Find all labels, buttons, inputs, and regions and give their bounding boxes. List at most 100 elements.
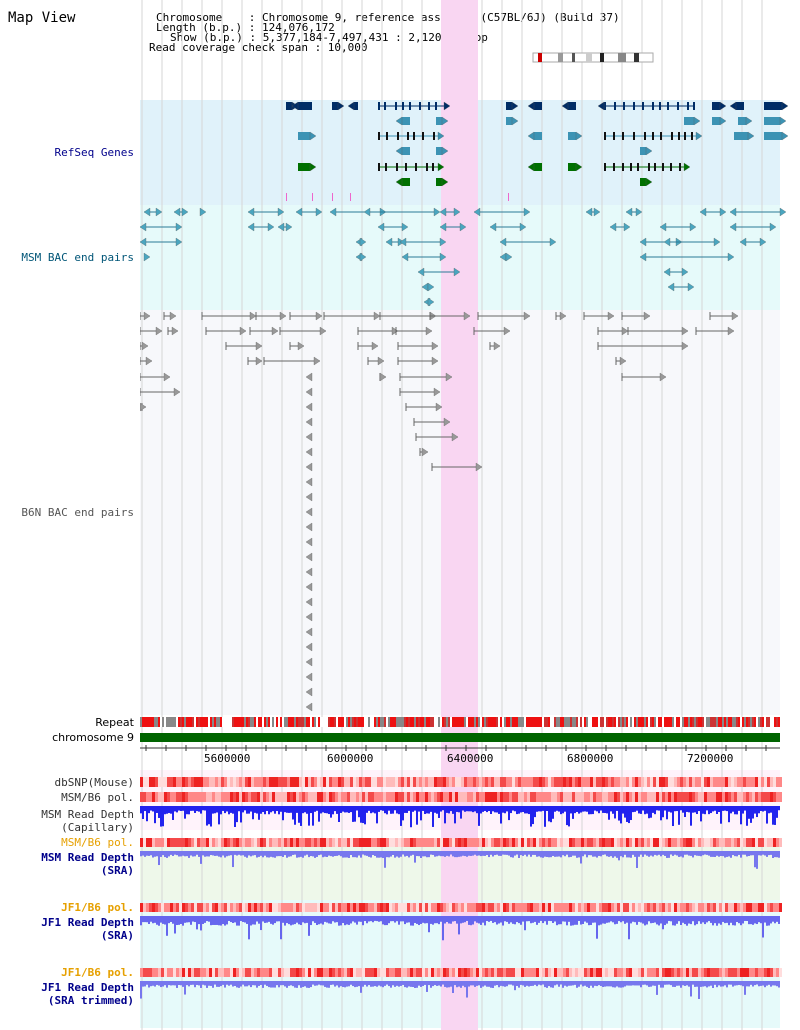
snp-heat-cell <box>242 903 245 912</box>
read-depth-bar <box>226 916 228 925</box>
snp-heat-cell <box>485 838 488 847</box>
snp-heat-cell <box>395 838 398 847</box>
read-depth-bar <box>322 981 324 986</box>
snp-heat-cell <box>677 903 680 912</box>
snp-heat-cell <box>542 838 545 847</box>
snp-heat-cell <box>266 792 269 802</box>
snp-heat-cell <box>413 838 416 847</box>
genome-map[interactable] <box>140 0 800 1030</box>
snp-heat-cell <box>329 838 332 847</box>
gene-strand-arrow <box>719 116 727 126</box>
track-label-jf1-pol: JF1/B6 pol. <box>61 901 134 914</box>
read-depth-bar <box>692 806 694 813</box>
read-depth-bar <box>376 851 378 858</box>
read-depth-bar <box>190 916 192 925</box>
snp-heat-cell <box>206 968 209 977</box>
snp-heat-cell <box>509 903 512 912</box>
snp-heat-cell <box>548 838 551 847</box>
read-depth-bar <box>476 851 478 856</box>
read-depth-bar <box>778 916 780 924</box>
snp-heat-cell <box>548 968 551 977</box>
snp-heat-cell <box>656 777 659 787</box>
snp-heat-cell <box>146 968 149 977</box>
snp-heat-cell <box>581 777 584 787</box>
repeat-element <box>172 717 174 727</box>
snp-heat-cell <box>533 792 536 802</box>
read-depth-bar <box>736 851 738 857</box>
repeat-element <box>352 717 354 727</box>
read-depth-bar <box>658 806 660 811</box>
snp-heat-cell <box>341 777 344 787</box>
bac-end <box>329 207 337 217</box>
read-depth-bar <box>490 851 492 855</box>
snp-heat-cell <box>260 792 263 802</box>
read-depth-bar <box>184 851 186 857</box>
read-depth-bar <box>718 916 720 924</box>
snp-heat-cell <box>614 903 617 912</box>
read-depth-bar <box>268 981 270 988</box>
read-depth-bar <box>448 916 450 924</box>
snp-heat-cell <box>191 792 194 802</box>
track-label-msm-bac[interactable]: MSM BAC end pairs <box>21 251 134 264</box>
bac-end <box>769 222 777 232</box>
track-label-chromosome: chromosome 9 <box>52 731 134 744</box>
repeat-element <box>370 717 372 727</box>
read-depth-bar <box>710 851 712 857</box>
read-depth-bar <box>268 851 270 858</box>
snp-heat-cell <box>236 968 239 977</box>
read-depth-bar <box>650 851 652 856</box>
read-depth-bar <box>752 916 754 925</box>
snp-heat-cell <box>377 968 380 977</box>
snp-heat-cell <box>377 903 380 912</box>
snp-heat-cell <box>584 777 587 787</box>
read-depth-bar <box>386 851 388 858</box>
read-depth-bar <box>490 916 492 921</box>
read-depth-bar <box>212 806 214 814</box>
read-depth-bar <box>294 806 296 825</box>
snp-heat-cell <box>470 777 473 787</box>
snp-heat-cell <box>563 792 566 802</box>
repeat-element <box>488 717 490 727</box>
snp-heat-cell <box>524 792 527 802</box>
snp-heat-cell <box>566 968 569 977</box>
read-depth-bar <box>516 851 518 855</box>
read-depth-bar <box>248 981 250 986</box>
track-label-refseq[interactable]: RefSeq Genes <box>54 146 134 159</box>
snp-heat-cell <box>554 777 557 787</box>
read-depth-bar <box>254 916 256 925</box>
read-depth-bar <box>446 806 448 813</box>
snp-heat-cell <box>764 792 767 802</box>
track-label-b6n-bac[interactable]: B6N BAC end pairs <box>21 506 134 519</box>
snp-heat-cell <box>149 968 152 977</box>
snp-heat-cell <box>284 968 287 977</box>
read-depth-bar <box>740 851 742 858</box>
read-depth-bar <box>600 916 602 925</box>
read-depth-bar <box>156 916 158 925</box>
read-depth-bar <box>448 851 450 857</box>
snp-heat-cell <box>323 838 326 847</box>
read-depth-bar <box>776 916 778 922</box>
read-depth-bar <box>428 916 430 933</box>
snp-heat-cell <box>185 792 188 802</box>
gene-block <box>640 178 646 186</box>
snp-heat-cell <box>503 968 506 977</box>
snp-heat-cell <box>593 903 596 912</box>
bac-end <box>739 237 747 247</box>
read-depth-bar <box>662 806 664 818</box>
read-depth-bar <box>774 851 776 858</box>
read-depth-bar <box>414 916 416 923</box>
read-depth-bar <box>208 806 210 825</box>
read-depth-bar <box>172 981 174 986</box>
snp-heat-cell <box>521 777 524 787</box>
read-depth-bar <box>298 981 300 986</box>
snp-heat-cell <box>536 777 539 787</box>
snp-heat-cell <box>755 777 758 787</box>
snp-heat-cell <box>668 777 671 787</box>
gene-strand-arrow <box>437 162 445 172</box>
read-depth-bar <box>342 851 344 858</box>
read-depth-bar <box>216 806 218 813</box>
snp-heat-cell <box>776 792 779 802</box>
snp-heat-cell <box>596 903 599 912</box>
snp-heat-cell <box>287 792 290 802</box>
snp-heat-cell <box>599 777 602 787</box>
